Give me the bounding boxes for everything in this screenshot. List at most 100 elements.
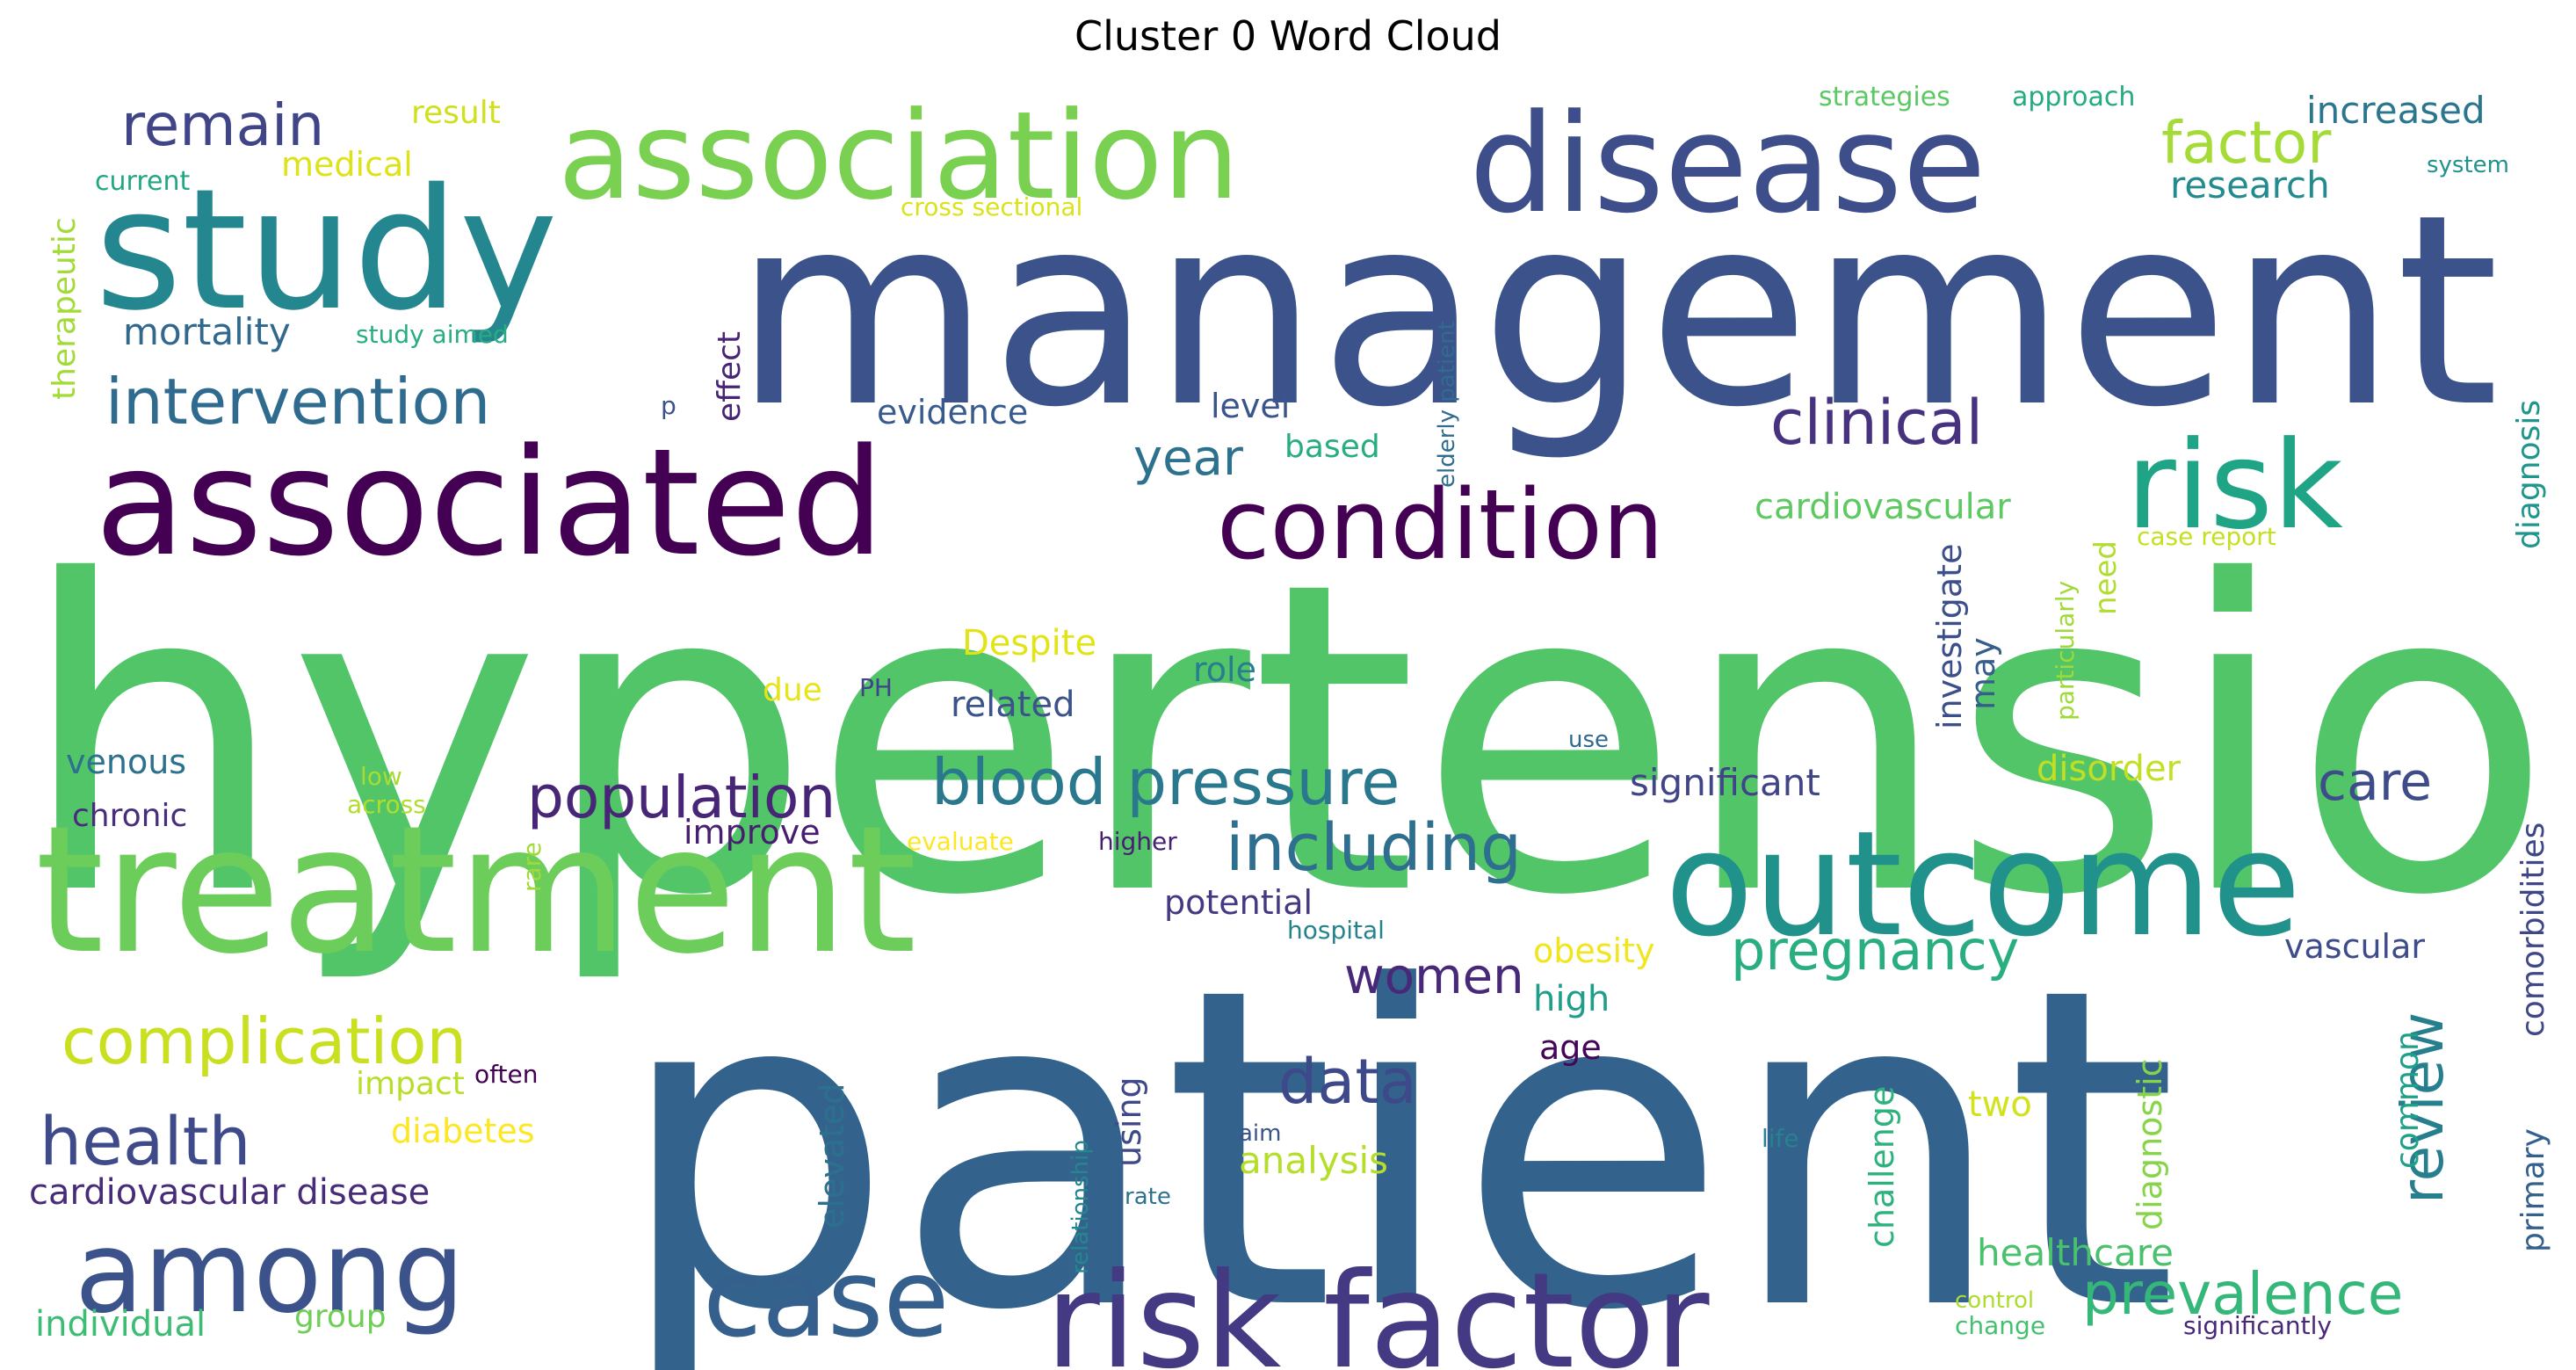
word-rate: rate: [1125, 1184, 1171, 1210]
word-ph: PH: [859, 673, 893, 702]
word-life: life: [1762, 1124, 1799, 1153]
word-related: related: [951, 685, 1075, 725]
word-system: system: [2427, 152, 2509, 178]
word-impact: impact: [356, 1066, 465, 1102]
word-among: among: [75, 1207, 465, 1338]
word-condition: condition: [1217, 468, 1664, 581]
word-group: group: [294, 1299, 387, 1335]
word-year: year: [1133, 430, 1244, 487]
word-need: need: [2088, 540, 2124, 615]
word-blood-pressure: blood pressure: [931, 745, 1400, 819]
word-improve: improve: [684, 813, 821, 852]
word-elderly-patient: elderly patient: [1434, 321, 1460, 488]
word-evaluate: evaluate: [907, 827, 1014, 856]
word-change: change: [1955, 1311, 2045, 1340]
word-age: age: [1539, 1028, 1602, 1067]
word-use: use: [1568, 727, 1609, 753]
word-relationship: relationship: [1067, 1140, 1094, 1274]
word-result: result: [411, 95, 501, 131]
word-study-aimed: study aimed: [356, 320, 509, 349]
word-research: research: [2170, 163, 2330, 207]
word-factor: factor: [2161, 109, 2332, 177]
word-may: may: [1964, 637, 2002, 710]
word-hypertension: hypertension: [18, 491, 2576, 989]
word-p: p: [661, 391, 677, 420]
word-rare: rare: [517, 842, 546, 892]
word-particularly: particularly: [2051, 581, 2080, 721]
word-individual: individual: [35, 1304, 206, 1345]
word-care: care: [2318, 751, 2432, 813]
word-across: across: [347, 790, 426, 819]
word-approach: approach: [2012, 82, 2135, 112]
word-diabetes: diabetes: [391, 1112, 535, 1150]
word-clinical: clinical: [1770, 387, 1983, 459]
word-study: study: [95, 153, 558, 347]
word-hospital: hospital: [1287, 916, 1385, 945]
word-despite: Despite: [962, 623, 1096, 663]
word-common: common: [2390, 1031, 2426, 1169]
word-chronic: chronic: [72, 798, 187, 834]
word-complication: complication: [62, 1004, 467, 1078]
word-women: women: [1344, 948, 1524, 1005]
word-challenge: challenge: [1863, 1086, 1901, 1248]
word-potential: potential: [1164, 883, 1313, 922]
word-comorbidities: comorbidities: [2515, 823, 2551, 1037]
word-associated: associated: [95, 417, 885, 589]
word-current: current: [95, 166, 190, 197]
word-diagnostic: diagnostic: [2131, 1058, 2169, 1230]
word-cross-sectional: cross sectional: [901, 192, 1082, 221]
word-due: due: [763, 672, 822, 708]
word-elevated: elevated: [813, 1084, 851, 1229]
word-management: management: [734, 158, 2500, 465]
word-remain: remain: [121, 91, 324, 159]
word-outcome: outcome: [1665, 800, 2301, 968]
word-aim: aim: [1239, 1120, 1281, 1147]
word-level: level: [1211, 387, 1290, 425]
word-vascular: vascular: [2284, 927, 2425, 966]
word-review: review: [2389, 1012, 2457, 1204]
word-pregnancy: pregnancy: [1731, 918, 2019, 982]
word-based: based: [1284, 429, 1380, 465]
word-increased: increased: [2306, 89, 2486, 132]
word-investigate: investigate: [1930, 544, 1969, 729]
word-risk: risk: [2126, 415, 2343, 556]
word-high: high: [1533, 979, 1610, 1019]
word-risk-factor: risk factor: [1046, 1245, 1710, 1370]
word-mortality: mortality: [123, 310, 291, 353]
word-health: health: [40, 1102, 251, 1180]
word-significant: significant: [1630, 761, 1820, 804]
figure-title: Cluster 0 Word Cloud: [1074, 12, 1502, 60]
word-obesity: obesity: [1533, 931, 1655, 970]
word-effect: effect: [712, 331, 748, 422]
word-intervention: intervention: [105, 365, 490, 439]
word-prevalence: prevalence: [2082, 1260, 2403, 1328]
word-case-report: case report: [2137, 522, 2276, 551]
word-higher: higher: [1098, 827, 1177, 856]
word-two: two: [1968, 1084, 2032, 1125]
word-population: population: [527, 764, 836, 831]
word-analysis: analysis: [1239, 1139, 1388, 1182]
word-case: case: [703, 1236, 949, 1361]
word-role: role: [1193, 650, 1256, 689]
word-venous: venous: [66, 743, 186, 781]
word-medical: medical: [281, 145, 413, 184]
word-association: association: [558, 85, 1240, 227]
word-patient: patient: [615, 895, 2178, 1370]
word-disorder: disorder: [2037, 749, 2182, 789]
word-including: including: [1226, 810, 1522, 886]
word-strategies: strategies: [1819, 82, 1950, 112]
word-low: low: [360, 762, 402, 791]
word-using: using: [1110, 1076, 1148, 1167]
word-primary: primary: [2515, 1128, 2551, 1252]
word-significantly: significantly: [2183, 1311, 2332, 1340]
word-therapeutic: therapeutic: [47, 217, 83, 400]
word-control: control: [1955, 1287, 2034, 1314]
word-data: data: [1278, 1046, 1417, 1118]
word-treatment: treatment: [35, 788, 916, 993]
word-healthcare: healthcare: [1977, 1231, 2174, 1274]
word-diagnosis: diagnosis: [2511, 400, 2547, 549]
word-often: often: [474, 1060, 538, 1089]
word-cardiovascular-disease: cardiovascular disease: [29, 1172, 430, 1213]
